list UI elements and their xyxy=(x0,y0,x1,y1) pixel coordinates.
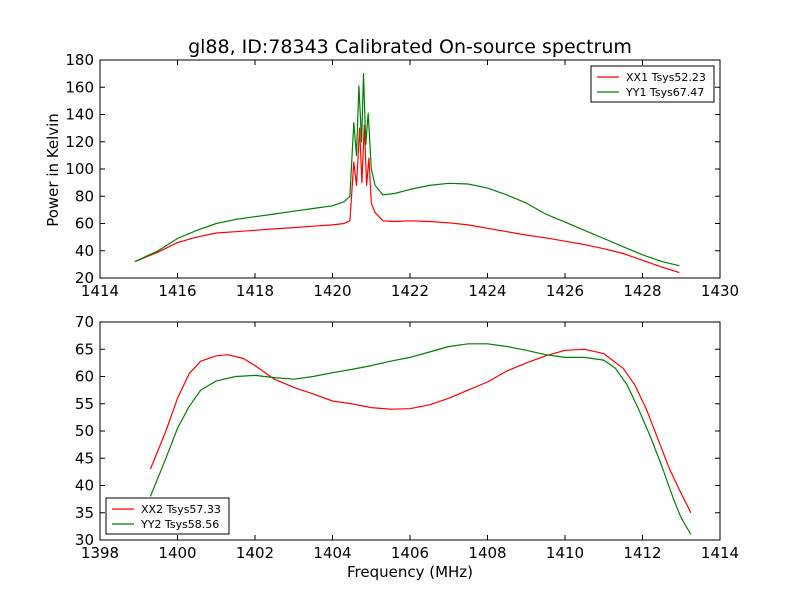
bottom-x-tick-label: 1406 xyxy=(391,544,429,562)
bottom-y-tick-label: 40 xyxy=(75,477,94,495)
top-y-tick-label: 80 xyxy=(75,187,94,205)
bottom-x-tick-label: 1410 xyxy=(546,544,584,562)
bottom-legend-label-0: XX2 Tsys57.33 xyxy=(141,503,221,516)
top-series-line-0 xyxy=(134,124,680,274)
top-x-tick-label: 1418 xyxy=(236,282,274,300)
top-y-tick-label: 180 xyxy=(65,51,94,69)
bottom-x-tick-label: 1414 xyxy=(701,544,739,562)
top-legend-box xyxy=(590,65,715,103)
top-x-tick-label: 1426 xyxy=(546,282,584,300)
top-y-tick-label: 40 xyxy=(75,242,94,260)
bottom-plot: 1398 1400 1402 1404 1406 1408 1410 1412 1414 30 35… xyxy=(75,313,739,562)
top-y-tick-label: 20 xyxy=(75,269,94,287)
top-plot: 1414 1416 1418 1420 1422 1424 1426 1428 1430 20 40… xyxy=(65,51,739,300)
bottom-legend-box xyxy=(105,497,230,535)
top-x-tick-label: 1414 xyxy=(81,282,119,300)
top-y-tick-label: 120 xyxy=(65,133,94,151)
top-series-line-1 xyxy=(134,73,680,267)
top-legend-label-1: YY1 Tsys67.47 xyxy=(625,86,704,99)
top-y-tick-label: 160 xyxy=(65,78,94,96)
bottom-y-tick-label: 60 xyxy=(75,368,94,386)
top-x-tick-label: 1430 xyxy=(701,282,739,300)
bottom-y-tick-label: 35 xyxy=(75,504,94,522)
top-x-tick-label: 1416 xyxy=(158,282,196,300)
bottom-x-tick-label: 1400 xyxy=(158,544,196,562)
bottom-series-line-0 xyxy=(149,348,692,514)
top-x-tick-label: 1428 xyxy=(623,282,661,300)
bottom-series-line-1 xyxy=(149,343,692,535)
bottom-x-tick-label: 1398 xyxy=(81,544,119,562)
chart-title: gl88, ID:78343 Calibrated On-source spec… xyxy=(188,36,632,58)
top-legend: XX1 Tsys52.23 YY1 Tsys67.47 xyxy=(590,65,715,103)
bottom-legend: XX2 Tsys57.33 YY2 Tsys58.56 xyxy=(105,497,230,535)
bottom-x-tick-label: 1412 xyxy=(623,544,661,562)
bottom-y-tick-label: 50 xyxy=(75,422,94,440)
bottom-y-tick-label: 30 xyxy=(75,531,94,549)
top-y-tick-label: 140 xyxy=(65,106,94,124)
bottom-y-tick-label: 70 xyxy=(75,313,94,331)
top-x-tick-label: 1424 xyxy=(468,282,506,300)
bottom-legend-label-1: YY2 Tsys58.56 xyxy=(140,518,219,531)
bottom-y-tick-label: 45 xyxy=(75,449,94,467)
bottom-x-axis-label: Frequency (MHz) xyxy=(347,563,473,581)
top-y-tick-label: 60 xyxy=(75,215,94,233)
bottom-x-tick-label: 1404 xyxy=(313,544,351,562)
bottom-y-tick-label: 55 xyxy=(75,395,94,413)
top-x-tick-label: 1420 xyxy=(313,282,351,300)
bottom-x-tick-label: 1408 xyxy=(468,544,506,562)
top-legend-label-0: XX1 Tsys52.23 xyxy=(626,71,706,84)
top-y-axis-label: Power in Kelvin xyxy=(44,113,62,227)
top-x-tick-label: 1422 xyxy=(391,282,429,300)
top-y-tick-label: 100 xyxy=(65,160,94,178)
bottom-x-tick-label: 1402 xyxy=(236,544,274,562)
bottom-y-tick-label: 65 xyxy=(75,340,94,358)
